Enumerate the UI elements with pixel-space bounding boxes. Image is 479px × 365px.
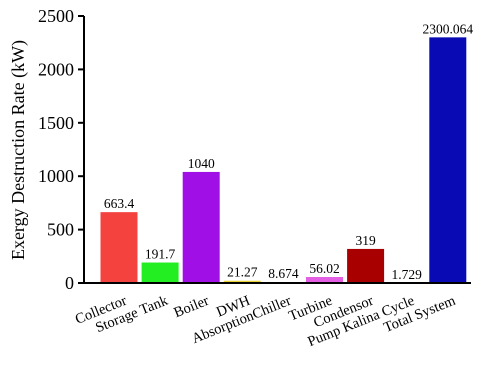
data-label: 191.7 [145, 247, 176, 262]
bar [182, 171, 220, 283]
y-axis-ticks: 0 500 1000 1500 2000 2500 [38, 6, 84, 293]
y-tick-label: 500 [47, 220, 74, 240]
y-tick-label: 2000 [38, 59, 74, 79]
y-tick-label: 1500 [38, 113, 74, 133]
y-tick-label: 1000 [38, 166, 74, 186]
data-label: 1.729 [392, 267, 423, 282]
y-tick-label: 0 [65, 273, 74, 293]
bar [347, 248, 385, 283]
data-label: 2300.064 [422, 21, 473, 36]
bar [223, 280, 261, 283]
bar [100, 212, 138, 283]
data-labels: 663.4 191.7 1040 21.27 8.674 56.02 319 1.729 230… [104, 21, 474, 281]
data-label: 1040 [188, 156, 215, 171]
y-tick-label: 2500 [38, 6, 74, 26]
bar [141, 262, 179, 283]
data-label: 21.27 [227, 265, 258, 280]
y-axis-title: Exergy Destruction Rate (kW) [8, 40, 29, 260]
data-label: 663.4 [104, 196, 135, 211]
bars [100, 37, 467, 283]
data-label: 8.674 [268, 266, 299, 281]
data-label: 56.02 [309, 261, 339, 276]
data-label: 319 [355, 233, 376, 248]
bar [306, 277, 343, 283]
x-tick-label: Boiler [172, 293, 212, 321]
bar [429, 37, 467, 283]
